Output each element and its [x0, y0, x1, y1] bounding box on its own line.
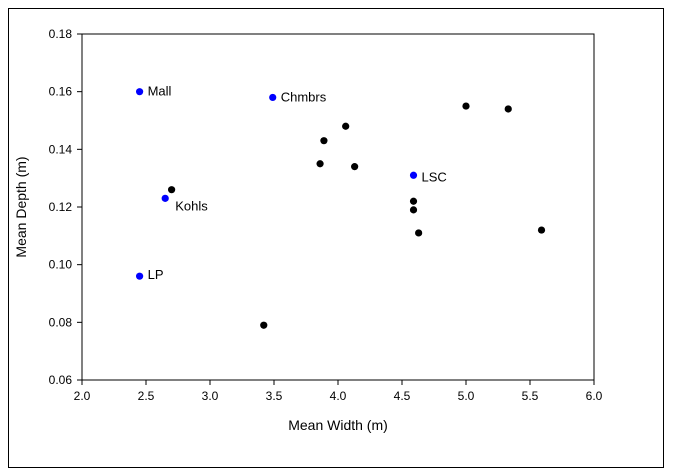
y-axis: 0.06 0.08 0.10 0.12 0.14 0.16 0.18 [49, 27, 82, 387]
point-label-lsc: LSC [422, 169, 447, 184]
data-point [316, 160, 324, 168]
data-point [168, 186, 176, 194]
y-tick-label: 0.12 [49, 200, 73, 214]
data-point [504, 105, 512, 113]
x-tick-label: 6.0 [586, 389, 603, 403]
y-tick-label: 0.06 [49, 373, 73, 387]
y-axis-label: Mean Depth (m) [13, 156, 29, 257]
point-label-kohls: Kohls [175, 198, 208, 213]
x-tick-label: 4.0 [330, 389, 347, 403]
x-tick-label: 2.0 [74, 389, 91, 403]
point-label-lp: LP [148, 267, 164, 282]
data-point [260, 321, 268, 329]
y-tick-label: 0.10 [49, 258, 73, 272]
data-point [320, 137, 328, 145]
x-tick-label: 3.5 [266, 389, 283, 403]
data-point [462, 102, 470, 110]
chart-frame [8, 8, 664, 468]
y-tick-label: 0.14 [49, 142, 73, 156]
data-point [537, 226, 546, 234]
point-lsc [409, 171, 418, 179]
y-tick-label: 0.16 [49, 85, 73, 99]
x-tick-label: 4.5 [394, 389, 411, 403]
data-points: Mall Chmbrs Kohls LSC LP [136, 84, 546, 329]
point-kohls [161, 194, 169, 202]
data-point [409, 206, 418, 214]
x-tick-label: 3.0 [202, 389, 219, 403]
x-tick-label: 5.0 [458, 389, 475, 403]
data-point [409, 197, 418, 205]
data-point [351, 163, 359, 171]
point-mall [136, 88, 144, 96]
x-tick-label: 2.5 [138, 389, 155, 403]
point-label-chmbrs: Chmbrs [281, 89, 327, 104]
point-chmbrs [269, 93, 277, 102]
y-tick-label: 0.18 [49, 27, 73, 41]
data-point [342, 122, 350, 130]
data-point [415, 229, 423, 237]
x-axis: 2.0 2.5 3.0 3.5 4.0 4.5 5.0 5.5 6.0 [74, 380, 603, 403]
point-label-mall: Mall [148, 84, 172, 99]
x-tick-label: 5.5 [522, 389, 539, 403]
y-tick-label: 0.08 [49, 315, 73, 329]
point-lp [136, 272, 144, 280]
x-axis-label: Mean Width (m) [288, 417, 388, 433]
